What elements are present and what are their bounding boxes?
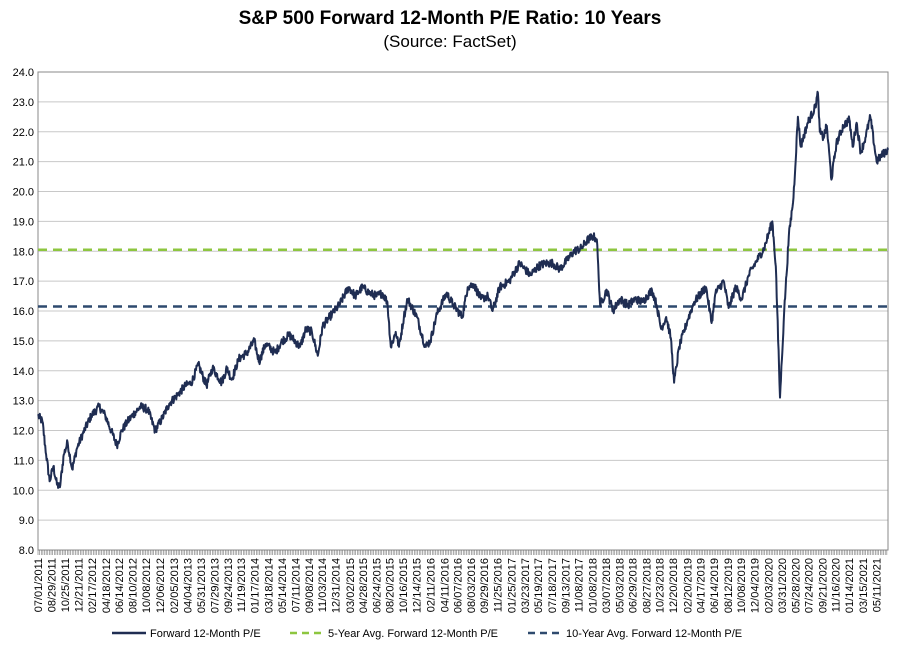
x-tick-label: 03/07/2018 bbox=[601, 558, 613, 613]
x-tick-label: 03/02/2015 bbox=[345, 558, 357, 613]
x-tick-label: 08/27/2018 bbox=[641, 558, 653, 613]
y-tick-label: 16.0 bbox=[13, 306, 34, 318]
x-tick-label: 02/20/2019 bbox=[683, 558, 695, 613]
x-tick-label: 01/14/2021 bbox=[844, 558, 856, 613]
x-tick-label: 10/08/2012 bbox=[141, 558, 153, 613]
x-tick-label: 04/18/2012 bbox=[101, 558, 113, 613]
x-tick-label: 05/11/2021 bbox=[871, 558, 883, 612]
x-tick-label: 04/04/2013 bbox=[183, 558, 195, 613]
x-tick-label: 11/08/2017 bbox=[573, 558, 585, 612]
x-tick-label: 03/31/2020 bbox=[777, 558, 789, 613]
x-tick-label: 06/14/2019 bbox=[709, 558, 721, 613]
chart-title: S&P 500 Forward 12-Month P/E Ratio: 10 Y… bbox=[238, 8, 662, 29]
x-tick-label: 01/17/2014 bbox=[250, 558, 262, 613]
x-tick-label: 12/06/2012 bbox=[155, 558, 167, 613]
y-tick-label: 18.0 bbox=[13, 246, 34, 258]
x-tick-label: 08/03/2016 bbox=[466, 558, 478, 613]
x-tick-label: 09/13/2017 bbox=[560, 558, 572, 613]
legend-forward-pe-label: Forward 12-Month P/E bbox=[150, 628, 261, 640]
x-tick-label: 10/25/2011 bbox=[60, 558, 72, 612]
x-tick-label: 07/01/2011 bbox=[33, 558, 45, 612]
x-tick-label: 05/19/2017 bbox=[533, 558, 545, 613]
x-tick-label: 06/07/2016 bbox=[453, 558, 465, 613]
x-tick-label: 07/24/2020 bbox=[804, 558, 816, 613]
y-tick-label: 19.0 bbox=[13, 216, 34, 228]
x-tick-label: 08/10/2012 bbox=[127, 558, 139, 613]
y-tick-label: 22.0 bbox=[13, 127, 34, 139]
pe-series-line bbox=[37, 90, 889, 489]
x-tick-label: 07/18/2017 bbox=[547, 558, 559, 613]
y-tick-label: 13.0 bbox=[13, 396, 34, 408]
x-tick-label: 04/17/2019 bbox=[696, 558, 708, 613]
x-tick-label: 09/24/2013 bbox=[223, 558, 235, 613]
x-tick-label: 06/24/2015 bbox=[371, 558, 383, 613]
x-tick-label: 03/18/2014 bbox=[264, 558, 276, 613]
x-tick-label: 03/15/2021 bbox=[858, 558, 870, 613]
x-tick-label: 07/29/2013 bbox=[210, 558, 222, 613]
y-tick-label: 14.0 bbox=[13, 366, 34, 378]
x-tick-label: 12/04/2019 bbox=[749, 558, 761, 613]
y-tick-label: 11.0 bbox=[13, 455, 34, 467]
x-tick-label: 05/31/2013 bbox=[196, 558, 208, 613]
x-tick-label: 11/19/2013 bbox=[236, 558, 248, 612]
x-tick-label: 11/16/2020 bbox=[830, 558, 842, 612]
y-tick-label: 23.0 bbox=[13, 97, 34, 109]
x-tick-label: 05/14/2014 bbox=[277, 558, 289, 613]
x-tick-label: 09/29/2016 bbox=[479, 558, 491, 613]
legend-ten-year-avg-label: 10-Year Avg. Forward 12-Month P/E bbox=[566, 628, 742, 640]
y-tick-label: 24.0 bbox=[13, 67, 34, 79]
x-tick-label: 11/03/2014 bbox=[317, 558, 329, 612]
y-tick-label: 17.0 bbox=[13, 276, 34, 288]
y-tick-label: 9.0 bbox=[19, 515, 34, 527]
x-tick-label: 03/23/2017 bbox=[520, 558, 532, 613]
x-tick-label: 06/14/2012 bbox=[114, 558, 126, 613]
x-tick-label: 12/20/2018 bbox=[668, 558, 680, 613]
x-tick-label: 09/08/2014 bbox=[304, 558, 316, 613]
x-tick-label: 11/25/2016 bbox=[492, 558, 504, 612]
x-tick-label: 06/29/2018 bbox=[628, 558, 640, 613]
y-tick-label: 10.0 bbox=[13, 485, 34, 497]
x-tick-label: 05/03/2018 bbox=[614, 558, 626, 613]
x-tick-label: 02/05/2013 bbox=[169, 558, 181, 613]
x-tick-label: 12/21/2011 bbox=[73, 558, 85, 612]
y-tick-label: 15.0 bbox=[13, 336, 34, 348]
y-tick-label: 8.0 bbox=[19, 545, 34, 557]
x-tick-label: 08/12/2019 bbox=[723, 558, 735, 613]
legend-five-year-avg-label: 5-Year Avg. Forward 12-Month P/E bbox=[328, 628, 498, 640]
x-tick-label: 02/17/2012 bbox=[87, 558, 99, 613]
x-tick-label: 01/08/2018 bbox=[588, 558, 600, 613]
y-tick-label: 21.0 bbox=[13, 157, 34, 169]
chart-subtitle: (Source: FactSet) bbox=[383, 32, 517, 51]
x-tick-label: 05/28/2020 bbox=[790, 558, 802, 613]
x-tick-label: 10/16/2015 bbox=[398, 558, 410, 613]
x-tick-label: 10/23/2018 bbox=[655, 558, 667, 613]
x-tick-label: 04/28/2015 bbox=[358, 558, 370, 613]
y-tick-label: 12.0 bbox=[13, 426, 34, 438]
x-tick-label: 12/31/2014 bbox=[331, 558, 343, 613]
x-tick-label: 04/11/2016 bbox=[439, 558, 451, 612]
x-tick-label: 07/11/2014 bbox=[290, 558, 302, 612]
x-tick-label: 02/11/2016 bbox=[425, 558, 437, 612]
x-tick-label: 08/29/2011 bbox=[47, 558, 59, 612]
x-tick-label: 09/21/2020 bbox=[817, 558, 829, 613]
x-tick-label: 12/14/2015 bbox=[412, 558, 424, 613]
x-tick-label: 10/08/2019 bbox=[736, 558, 748, 613]
y-tick-label: 20.0 bbox=[13, 187, 34, 199]
x-tick-label: 02/03/2020 bbox=[764, 558, 776, 613]
x-tick-label: 01/25/2017 bbox=[507, 558, 519, 613]
x-tick-label: 08/20/2015 bbox=[385, 558, 397, 613]
